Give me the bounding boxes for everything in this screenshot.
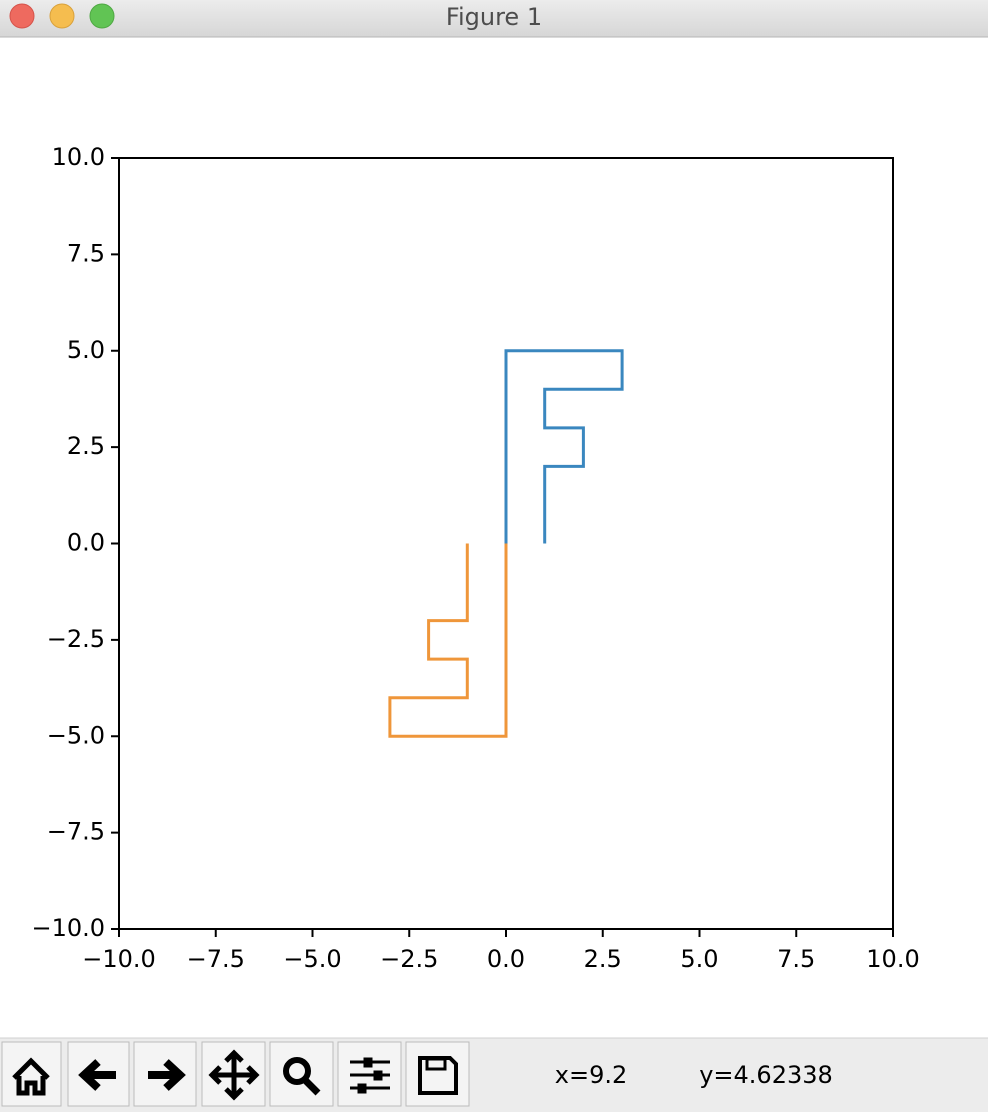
home-button[interactable]: [1, 1041, 62, 1107]
window-title: Figure 1: [446, 3, 542, 31]
x-tick-label: 5.0: [680, 945, 718, 973]
axes: −10.0 −7.5 −5.0 −2.5 0.0 2.5 5.0 7.5 10.0 −10.0 −7…: [31, 143, 919, 973]
line: [504, 349, 624, 544]
y-tick-label: 2.5: [67, 432, 105, 460]
y-tick-label: 7.5: [67, 239, 105, 267]
y-tick-label: −2.5: [47, 625, 105, 653]
x-tick-label: −7.5: [187, 945, 245, 973]
title-bar: [0, 0, 988, 37]
x-tick-label: −2.5: [380, 945, 438, 973]
y-tick-label: 5.0: [67, 336, 105, 364]
x-tick-label: 2.5: [584, 945, 622, 973]
x-tick-label: 10.0: [866, 945, 919, 973]
zoom-icon-lens: [283, 1057, 311, 1085]
x-tick-label: −5.0: [283, 945, 341, 973]
status-y: y=4.62338: [699, 1061, 833, 1089]
minimize-button[interactable]: [49, 3, 75, 29]
y-tick-label: −10.0: [31, 914, 105, 942]
configure-icon-knob: [357, 1083, 367, 1094]
zoom-icon-handle: [302, 1077, 321, 1096]
save-button[interactable]: [405, 1041, 470, 1107]
configure-icon-knob: [373, 1070, 383, 1081]
y-tick-label: 0.0: [67, 529, 105, 557]
zoom-tool-button[interactable]: [269, 1041, 334, 1107]
y-tick-label: 10.0: [52, 143, 105, 171]
x-tick-label: −10.0: [82, 945, 156, 973]
y-tick-label: −7.5: [47, 818, 105, 846]
pan-icon: [208, 1049, 260, 1101]
y-tick-label: −5.0: [47, 721, 105, 749]
configure-icon-knob: [363, 1057, 373, 1068]
line: [388, 543, 508, 738]
close-button[interactable]: [9, 3, 35, 29]
zoom-button[interactable]: [89, 3, 115, 29]
back-icon: [78, 1059, 116, 1091]
forward-icon: [148, 1059, 186, 1091]
x-tick-label: 7.5: [777, 945, 815, 973]
status-x: x=9.2: [555, 1061, 627, 1089]
toolbar-icons: [12, 1049, 458, 1101]
home-icon: [12, 1057, 50, 1096]
save-icon-label: [425, 1057, 447, 1071]
x-tick-label: 0.0: [487, 945, 525, 973]
